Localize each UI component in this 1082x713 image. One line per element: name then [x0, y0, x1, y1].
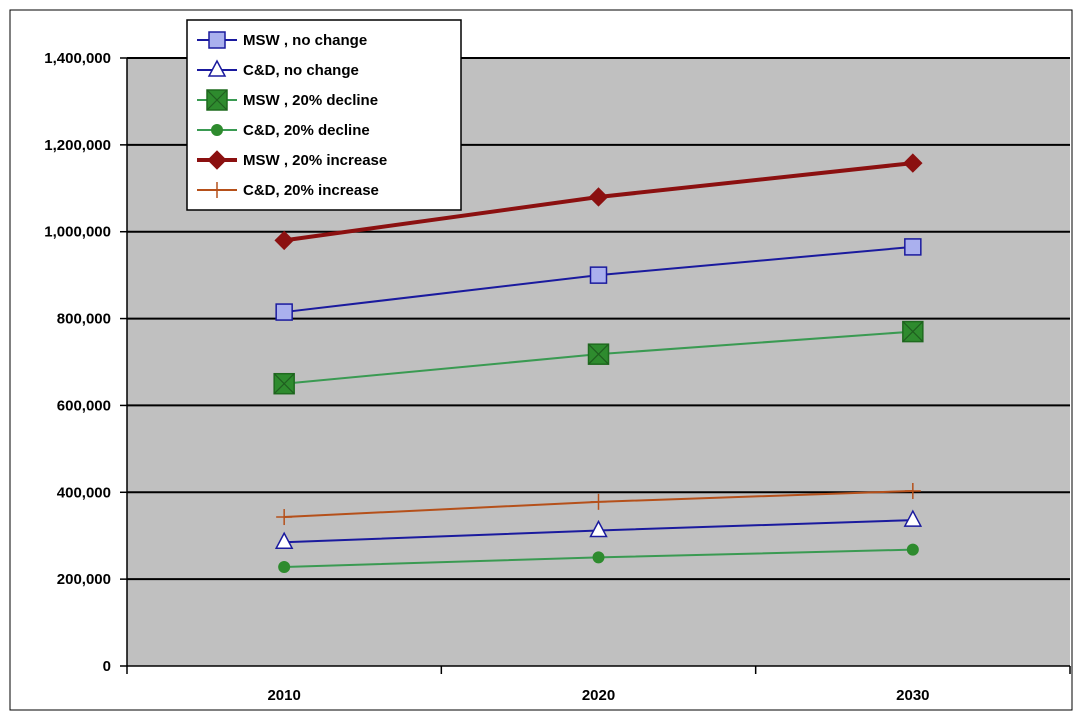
legend-label: MSW , 20% increase [243, 152, 387, 169]
data-point-marker [273, 372, 295, 395]
series-0 [275, 238, 922, 321]
y-tick-label: 600,000 [57, 397, 111, 414]
x-tick-label: 2010 [267, 687, 300, 704]
data-point-marker [275, 303, 293, 321]
x-tick-label: 2020 [582, 687, 615, 704]
data-point-marker [274, 230, 294, 251]
y-tick-label: 1,400,000 [44, 50, 111, 67]
data-point-marker [274, 531, 294, 549]
series-group [273, 153, 924, 573]
data-point-marker [211, 124, 223, 136]
data-point-marker [588, 187, 609, 207]
legend-item: MSW , 20% decline [197, 89, 378, 111]
y-tick-label: 200,000 [57, 571, 111, 588]
data-point-marker [590, 493, 607, 510]
data-point-marker [906, 543, 919, 556]
data-point-marker [276, 509, 293, 526]
chart-border [9, 9, 1073, 711]
data-point-marker [592, 551, 605, 564]
legend-label: C&D, no change [243, 62, 359, 79]
legend-item: MSW , no change [197, 31, 367, 49]
data-point-marker [904, 482, 921, 499]
legend-label: C&D, 20% increase [243, 182, 379, 199]
y-tick-label: 1,000,000 [44, 224, 111, 241]
data-point-marker [903, 509, 923, 527]
data-point-marker [278, 560, 291, 573]
marker-cross [902, 321, 924, 343]
marker-cross [588, 343, 609, 365]
y-tick-label: 800,000 [57, 311, 111, 328]
axes: 0 200,000 400,000 600,000 800,000 1,000,000 1,… [9, 9, 1073, 711]
marker-cross [206, 89, 228, 111]
legend-item: C&D, 20% decline [197, 122, 370, 139]
data-point-marker [587, 343, 610, 365]
series-1 [274, 509, 923, 549]
series-4 [274, 153, 923, 251]
data-point-marker [904, 238, 922, 256]
legend-label: MSW , no change [243, 32, 367, 49]
x-tick-label: 2030 [896, 687, 929, 704]
legend: MSW , no change C&D, no change MSW , 20% d… [186, 19, 462, 211]
data-point-marker [589, 266, 608, 284]
marker-cross [273, 373, 295, 395]
legend-label: MSW , 20% decline [243, 92, 378, 109]
data-point-marker [206, 89, 228, 111]
data-point-marker [903, 153, 923, 173]
y-tick-label: 400,000 [57, 484, 111, 501]
y-tick-label: 0 [103, 658, 111, 675]
data-point-marker [902, 320, 924, 343]
series-3 [278, 543, 919, 573]
data-point-marker [208, 31, 226, 49]
data-point-marker [207, 59, 227, 77]
y-tick-label: 1,200,000 [44, 137, 111, 154]
series-5 [276, 482, 921, 526]
legend-box [186, 19, 462, 211]
data-point-marker [589, 519, 608, 538]
data-point-marker [209, 182, 225, 198]
legend-label: C&D, 20% decline [243, 122, 370, 139]
legend-item: C&D, 20% increase [197, 182, 379, 199]
series-2 [273, 320, 924, 395]
legend-item: C&D, no change [197, 59, 359, 79]
data-point-marker [207, 150, 227, 170]
legend-item: MSW , 20% increase [197, 150, 387, 170]
